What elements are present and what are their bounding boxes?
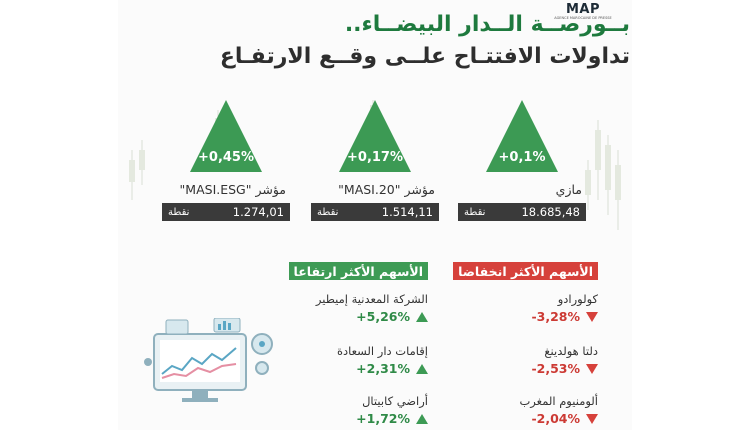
index-value-bar: 18.685,48 نقطة: [458, 203, 586, 221]
gainer-item: إقامات دار السعادة +2,31%: [228, 344, 428, 376]
headline-line-1: بــورصــة الــدار البيضــاء..: [344, 12, 630, 37]
index-card-masi20: +0,17% مؤشر "MASI.20" 1.514,11 نقطة: [311, 100, 439, 225]
stock-change-row: -2,04%: [398, 411, 598, 426]
stock-change-row: +2,31%: [228, 361, 428, 376]
stock-name: ألومنيوم المغرب: [519, 394, 598, 408]
up-arrow-icon: [416, 363, 428, 374]
map-logo: MAP AGENCE MAROCAINE DE PRESSE: [548, 2, 618, 20]
index-value: 18.685,48: [521, 205, 580, 219]
index-card-masi-esg: +0,45% مؤشر "MASI.ESG" 1.274,01 نقطة: [162, 100, 290, 225]
decliners-heading: الأسهم الأكثر انخفاضا: [453, 262, 598, 280]
index-unit: نقطة: [168, 206, 190, 218]
index-value: 1.514,11: [381, 205, 433, 219]
gainer-item: الشركة المعدنية إميطير +5,26%: [228, 292, 428, 324]
up-triangle-icon: [339, 100, 411, 172]
index-change: +0,45%: [198, 150, 254, 165]
index-unit: نقطة: [464, 206, 486, 218]
stock-change-row: +5,26%: [228, 309, 428, 324]
logo-subtitle: AGENCE MAROCAINE DE PRESSE: [554, 16, 612, 20]
index-name: مؤشر "MASI.ESG": [179, 182, 286, 197]
logo-mark: MAP: [565, 2, 601, 17]
headline-line-2: تداولات الافتتـاح علــى وقــع الارتفـاع: [219, 44, 630, 69]
stock-name: الشركة المعدنية إميطير: [315, 292, 428, 306]
index-change: +0,1%: [498, 150, 546, 165]
up-arrow-icon: [416, 311, 428, 322]
stock-change: +2,31%: [356, 361, 410, 376]
stock-name: إقامات دار السعادة: [336, 344, 428, 358]
index-name: مازي: [555, 182, 582, 197]
up-triangle-icon: [190, 100, 262, 172]
decliner-item: كولورادو -3,28%: [398, 292, 598, 324]
stock-change: -3,28%: [531, 309, 580, 324]
index-unit: نقطة: [317, 206, 339, 218]
stock-change: +1,72%: [356, 411, 410, 426]
gainer-item: أراضي كابيتال +1,72%: [228, 394, 428, 426]
index-value-bar: 1.274,01 نقطة: [162, 203, 290, 221]
stock-change: -2,53%: [531, 361, 580, 376]
up-arrow-icon: [416, 413, 428, 424]
stock-change: +5,26%: [356, 309, 410, 324]
stock-change-row: -3,28%: [398, 309, 598, 324]
index-value: 1.274,01: [232, 205, 284, 219]
dashboard-illustration: [144, 318, 273, 402]
down-arrow-icon: [586, 413, 598, 424]
decliner-item: ألومنيوم المغرب -2,04%: [398, 394, 598, 426]
index-value-bar: 1.514,11 نقطة: [311, 203, 439, 221]
stock-name: أراضي كابيتال: [362, 394, 428, 408]
decliner-item: دلتا هولدينغ -2,53%: [398, 344, 598, 376]
index-card-masi: +0,1% مازي 18.685,48 نقطة: [458, 100, 586, 225]
stock-change-row: +1,72%: [228, 411, 428, 426]
stock-change: -2,04%: [531, 411, 580, 426]
stock-name: دلتا هولدينغ: [544, 344, 598, 358]
stock-change-row: -2,53%: [398, 361, 598, 376]
down-arrow-icon: [586, 311, 598, 322]
index-change: +0,17%: [347, 150, 403, 165]
gainers-heading: الأسهم الأكثر ارتفاعا: [288, 262, 428, 280]
stock-name: كولورادو: [557, 292, 598, 306]
down-arrow-icon: [586, 363, 598, 374]
index-name: مؤشر "MASI.20": [338, 182, 435, 197]
up-triangle-icon: [486, 100, 558, 172]
